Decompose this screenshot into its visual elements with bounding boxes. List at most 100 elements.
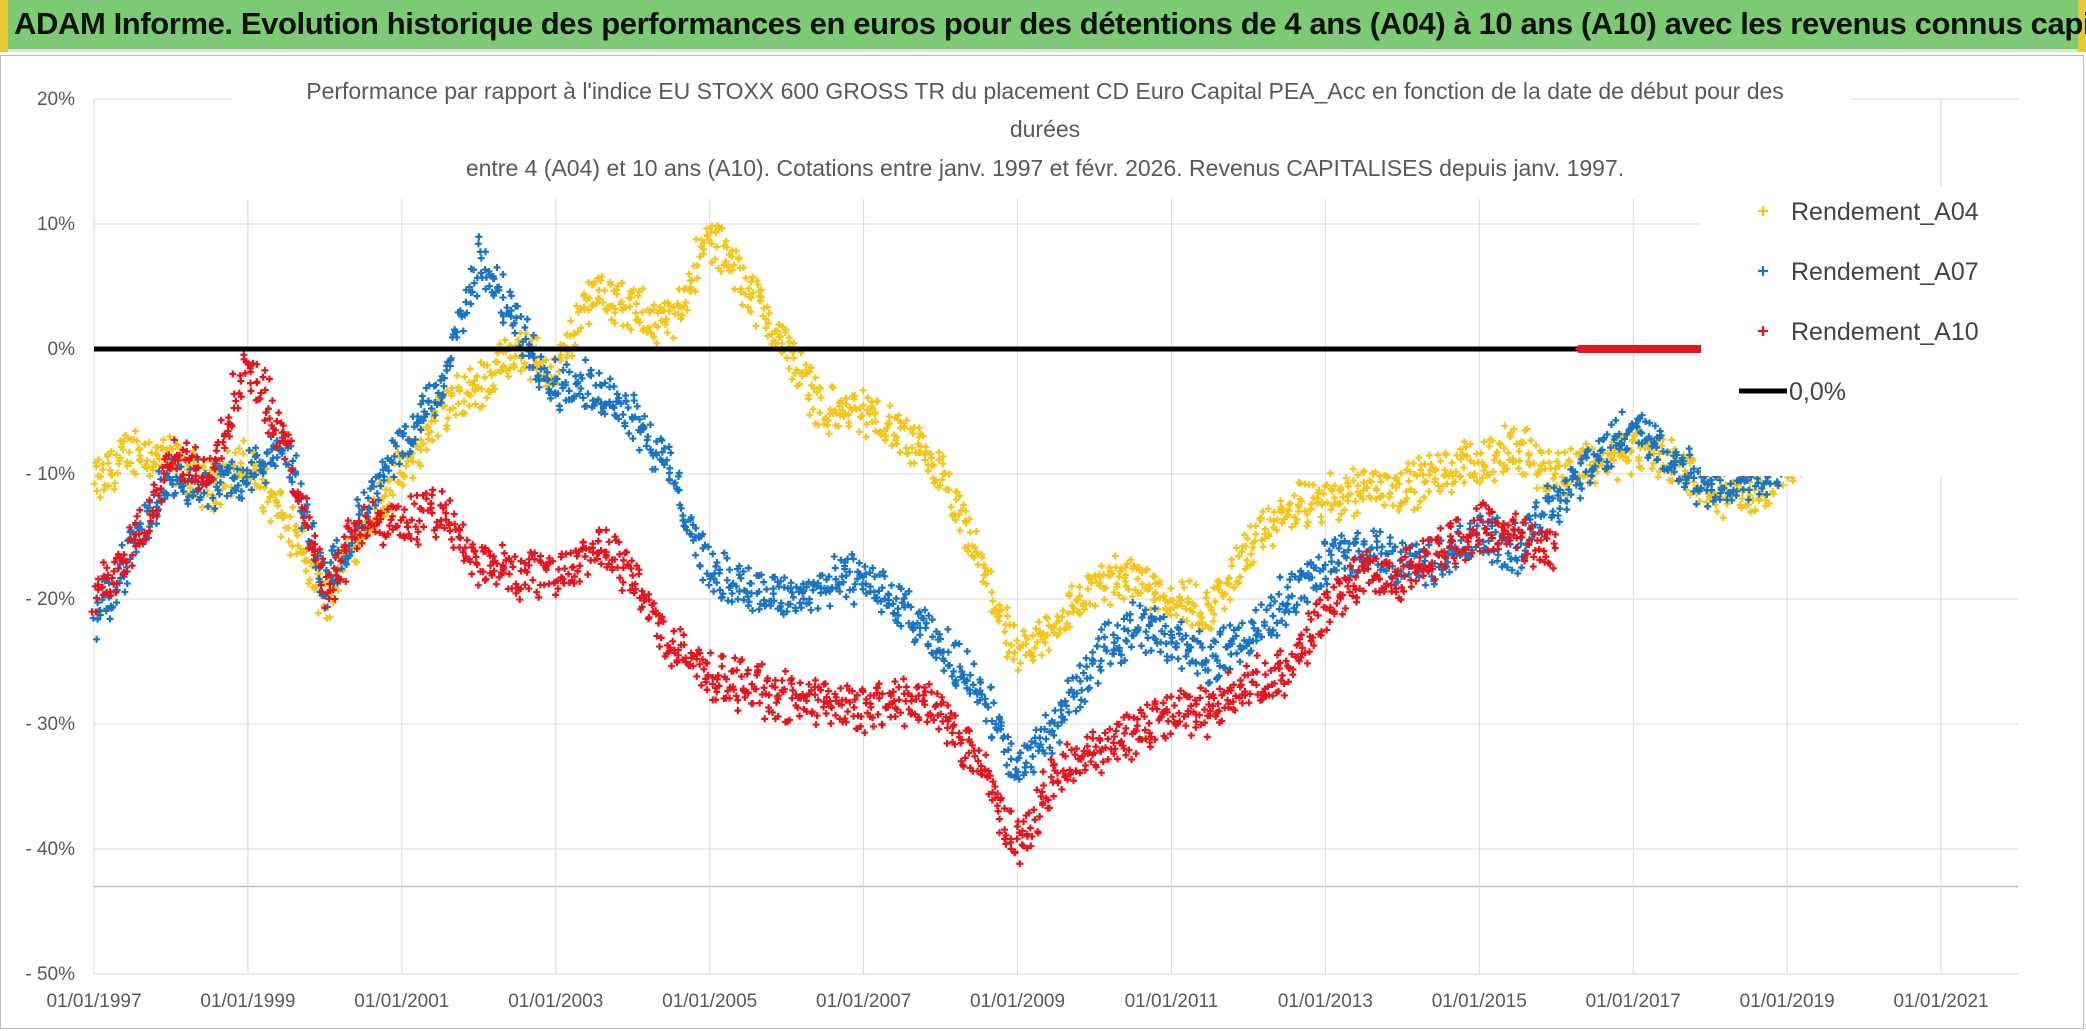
data-point <box>1346 562 1354 570</box>
data-point <box>553 375 561 383</box>
data-point <box>1523 550 1531 558</box>
data-point <box>1167 628 1175 636</box>
data-point <box>1022 759 1030 767</box>
data-point <box>705 581 713 589</box>
data-point <box>874 710 882 718</box>
data-point <box>1648 464 1656 472</box>
data-point <box>1469 526 1477 534</box>
data-point <box>1392 484 1400 492</box>
data-point <box>1621 435 1629 443</box>
data-point <box>159 436 167 444</box>
data-point <box>1126 610 1134 618</box>
data-point <box>873 398 881 406</box>
data-point <box>953 488 961 496</box>
data-point <box>601 287 609 295</box>
data-point <box>106 587 114 595</box>
data-point <box>1755 490 1763 498</box>
data-point <box>796 679 804 687</box>
data-point <box>1038 651 1046 659</box>
data-point <box>1728 496 1736 504</box>
data-point <box>1197 721 1205 729</box>
data-point <box>443 387 451 395</box>
data-point <box>1048 727 1056 735</box>
data-point <box>1278 671 1286 679</box>
data-point <box>807 364 815 372</box>
data-point <box>1184 647 1192 655</box>
data-point <box>626 303 634 311</box>
data-point <box>1654 473 1662 481</box>
data-point <box>744 303 752 311</box>
data-point <box>939 453 947 461</box>
data-point <box>279 428 287 436</box>
data-point <box>846 698 854 706</box>
data-point <box>410 500 418 508</box>
data-point <box>876 428 884 436</box>
data-point <box>1510 425 1518 433</box>
data-point <box>456 526 464 534</box>
data-point <box>1372 468 1380 476</box>
banner-corner-left <box>0 0 8 52</box>
data-point <box>1628 421 1636 429</box>
data-point <box>1243 662 1251 670</box>
data-point <box>714 672 722 680</box>
data-point <box>950 667 958 675</box>
data-point <box>1466 519 1474 527</box>
data-point <box>1000 748 1008 756</box>
data-point <box>185 471 193 479</box>
data-point <box>909 626 917 634</box>
data-point <box>1402 488 1410 496</box>
data-point <box>328 546 336 554</box>
data-point <box>1270 517 1278 525</box>
x-tick-label: 01/01/2011 <box>1125 991 1219 1012</box>
data-point <box>636 415 644 423</box>
y-tick-label: - 10% <box>25 464 75 485</box>
data-point <box>465 402 473 410</box>
data-point <box>878 690 886 698</box>
data-point <box>1089 734 1097 742</box>
data-point <box>889 609 897 617</box>
data-point <box>947 709 955 717</box>
data-point <box>1439 570 1447 578</box>
data-point <box>1227 686 1235 694</box>
data-point <box>1561 448 1569 456</box>
data-point <box>1104 755 1112 763</box>
data-point <box>394 503 402 511</box>
data-point <box>365 504 373 512</box>
data-point <box>1555 518 1563 526</box>
data-point <box>1765 499 1773 507</box>
data-point <box>266 415 274 423</box>
data-point <box>96 493 104 501</box>
data-point <box>1084 685 1092 693</box>
data-point <box>1278 519 1286 527</box>
data-point <box>1500 519 1508 527</box>
data-point <box>781 667 789 675</box>
data-point <box>407 439 415 447</box>
data-point <box>1076 703 1084 711</box>
data-point <box>1347 571 1355 579</box>
data-point <box>752 322 760 330</box>
data-point <box>329 543 337 551</box>
data-point <box>440 382 448 390</box>
data-point <box>159 444 167 452</box>
data-point <box>1257 601 1265 609</box>
data-point <box>1162 640 1170 648</box>
data-point <box>501 336 509 344</box>
data-point <box>1751 506 1759 514</box>
data-point <box>358 539 366 547</box>
data-point <box>841 715 849 723</box>
data-point <box>685 270 693 278</box>
data-point <box>479 402 487 410</box>
data-point <box>409 474 417 482</box>
data-point <box>485 282 493 290</box>
data-point <box>1679 460 1687 468</box>
data-point <box>653 438 661 446</box>
data-point <box>1095 734 1103 742</box>
data-point <box>654 323 662 331</box>
data-point <box>674 310 682 318</box>
data-point <box>891 678 899 686</box>
data-point <box>1431 475 1439 483</box>
data-point <box>635 446 643 454</box>
data-point <box>1280 680 1288 688</box>
data-point <box>1269 626 1277 634</box>
data-point <box>509 563 517 571</box>
